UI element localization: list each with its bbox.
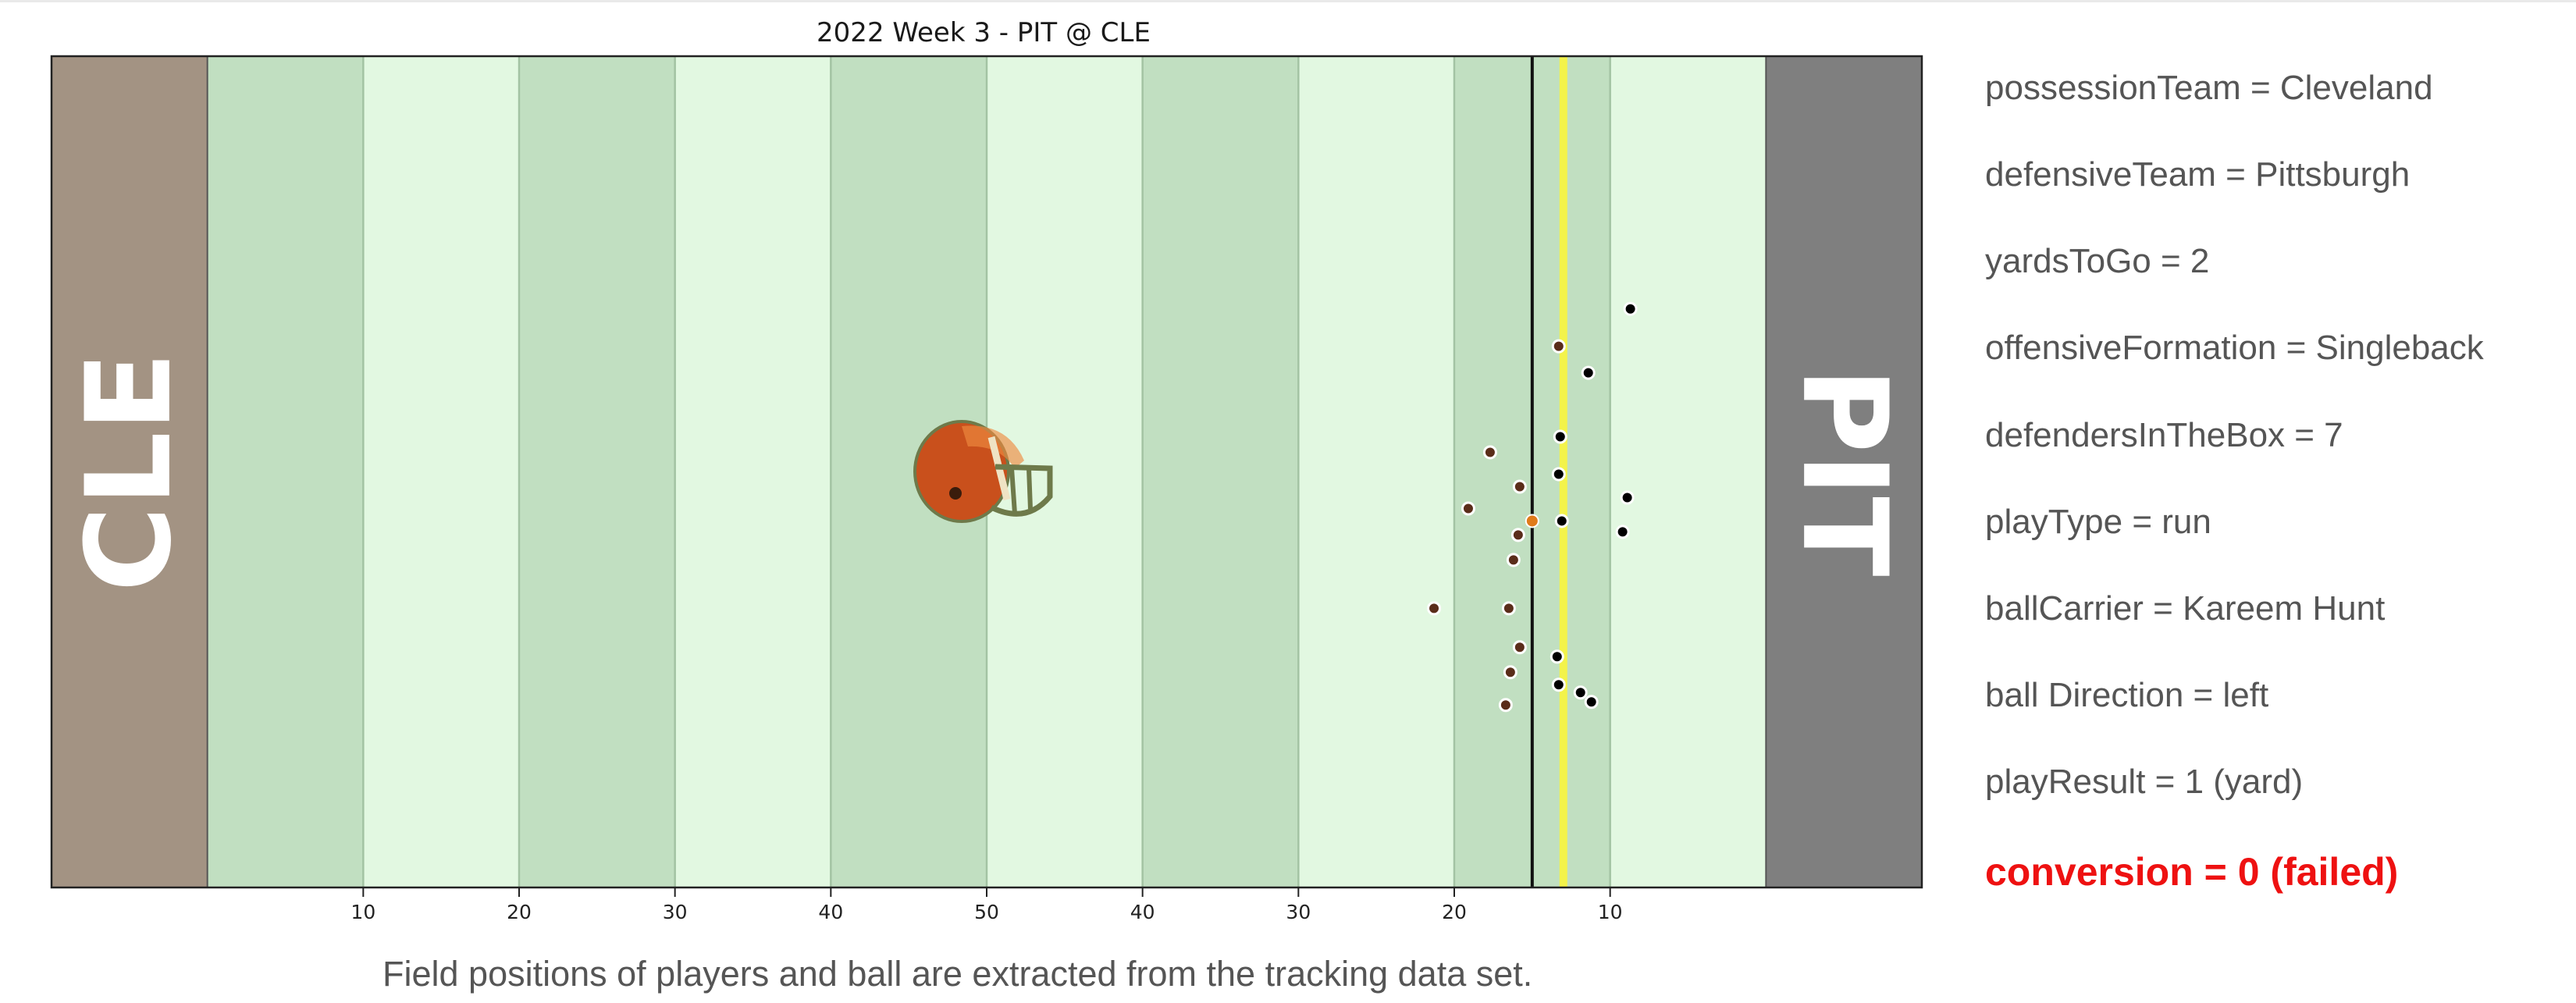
yard-band [207, 56, 364, 887]
player-point-pittsburgh [1550, 649, 1564, 664]
footnote: Field positions of players and ball are … [382, 954, 1533, 994]
endzone-left [52, 56, 208, 887]
x-tick-label: 40 [1130, 901, 1155, 923]
top-border [0, 0, 2576, 2]
yard-band [674, 56, 831, 887]
player-points [1427, 301, 1638, 713]
ball-point [1525, 514, 1539, 528]
info-yards-to-go: yardsToGo = 2 [1985, 242, 2210, 280]
info-play-type: playType = run [1985, 503, 2211, 541]
info-defenders-in-box: defendersInTheBox = 7 [1985, 416, 2343, 454]
player-point-pittsburgh [1584, 695, 1599, 710]
x-axis-ticks: 10 20 30 40 50 40 30 20 10 [350, 887, 1623, 923]
player-point-pittsburgh [1623, 301, 1638, 316]
player-point-cleveland [1503, 665, 1517, 680]
info-possession-team: possessionTeam = Cleveland [1985, 69, 2433, 107]
player-point-pittsburgh [1553, 429, 1567, 444]
yard-band [1298, 56, 1454, 887]
player-point-cleveland [1512, 479, 1527, 494]
info-play-result: playResult = 1 (yard) [1985, 763, 2304, 801]
x-tick-label: 30 [1286, 901, 1311, 923]
football-field-chart: 10 20 30 40 50 40 30 20 10 CLE PIT [50, 55, 1923, 923]
player-point-pittsburgh [1581, 365, 1596, 380]
player-point-pittsburgh [1615, 525, 1630, 539]
x-tick-label: 30 [663, 901, 688, 923]
x-tick-label: 20 [1442, 901, 1467, 923]
player-point-cleveland [1506, 553, 1521, 567]
player-point-cleveland [1498, 698, 1513, 713]
x-tick-label: 10 [350, 901, 375, 923]
info-ball-direction: ball Direction = left [1985, 676, 2269, 714]
player-point-pittsburgh [1620, 490, 1635, 505]
player-point-cleveland [1512, 640, 1527, 655]
yard-band [1142, 56, 1299, 887]
x-tick-label: 20 [507, 901, 532, 923]
info-ball-carrier: ballCarrier = Kareem Hunt [1985, 589, 2386, 628]
x-tick-label: 50 [974, 901, 999, 923]
cleveland-browns-helmet-icon [913, 420, 1053, 523]
endzone-right [1766, 56, 1922, 887]
info-defensive-team: defensiveTeam = Pittsburgh [1985, 155, 2411, 194]
yard-band [1610, 56, 1767, 887]
player-point-pittsburgh [1551, 467, 1566, 482]
player-point-cleveland [1427, 601, 1442, 616]
chart-title: 2022 Week 3 - PIT @ CLE [817, 17, 1151, 48]
endzone-label-right: PIT [1776, 367, 1912, 576]
player-point-cleveland [1510, 528, 1525, 542]
player-point-cleveland [1482, 445, 1497, 460]
x-tick-label: 40 [818, 901, 843, 923]
player-point-cleveland [1461, 501, 1475, 516]
player-point-pittsburgh [1551, 678, 1566, 692]
endzone-label-left: CLE [62, 351, 197, 592]
info-offensive-formation: offensiveFormation = Singleback [1985, 329, 2484, 367]
yard-band [363, 56, 519, 887]
player-point-pittsburgh [1554, 514, 1569, 528]
player-point-cleveland [1551, 339, 1566, 354]
yard-band [519, 56, 675, 887]
endzone-labels: CLE PIT [62, 351, 1912, 592]
play-info-panel: possessionTeam = Cleveland defensiveTeam… [1985, 0, 2576, 1003]
player-point-cleveland [1501, 601, 1516, 616]
x-tick-label: 10 [1598, 901, 1623, 923]
player-point-pittsburgh [1573, 685, 1588, 700]
info-conversion-result: conversion = 0 (failed) [1985, 850, 2399, 894]
field-background [50, 55, 1923, 889]
